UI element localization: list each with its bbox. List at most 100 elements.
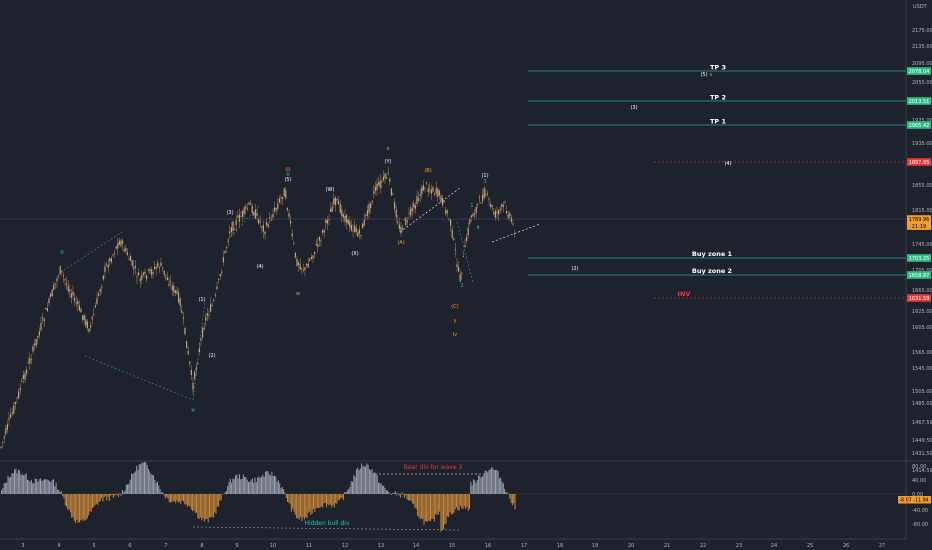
candle-body: [355, 227, 357, 233]
price-tick-label: 1935.00: [912, 141, 932, 147]
candle-body: [248, 202, 250, 205]
date-tick-label: 6: [128, 543, 131, 549]
osc-bar: [62, 494, 64, 496]
osc-bar: [98, 494, 100, 503]
osc-bar: [14, 469, 15, 494]
osc-bar: [407, 494, 409, 501]
candle-body: [491, 205, 493, 207]
candle-body: [136, 276, 138, 278]
candle-body: [205, 316, 207, 321]
osc-bar: [316, 494, 318, 508]
osc-bar: [85, 494, 87, 520]
candle-body: [126, 252, 128, 256]
date-tick-label: 18: [557, 543, 563, 549]
osc-bar: [289, 494, 291, 504]
osc-bar: [8, 477, 10, 494]
osc-bar: [303, 494, 305, 520]
osc-bar: [305, 494, 307, 518]
candle-body: [18, 391, 20, 399]
osc-bar: [510, 494, 512, 503]
candle-body: [272, 214, 274, 218]
candle-body: [200, 339, 202, 341]
osc-bar: [362, 466, 364, 494]
osc-bar: [49, 481, 51, 494]
candle-body: [83, 315, 85, 320]
candle-body: [198, 348, 200, 353]
osc-bar: [396, 494, 398, 496]
wave-label: (A): [397, 240, 404, 246]
candle-body: [387, 172, 389, 174]
candle-body: [494, 210, 496, 218]
candle-body: [29, 358, 31, 364]
osc-bar: [479, 475, 481, 494]
candle-body: [192, 383, 194, 390]
candle-body: [138, 272, 140, 276]
candle-body: [406, 220, 408, 222]
osc-bar: [28, 480, 30, 494]
osc-bar: [378, 482, 379, 494]
osc-bar: [125, 484, 127, 494]
osc-bar: [41, 481, 43, 494]
candle-body: [478, 197, 480, 199]
candle-body: [342, 214, 344, 218]
osc-bar: [250, 479, 252, 494]
candle-body: [293, 243, 295, 245]
osc-bar: [38, 479, 40, 494]
osc-badge-label: -8.07 -11.94: [899, 498, 928, 504]
price-badge: [907, 97, 931, 105]
osc-bar: [326, 494, 327, 508]
osc-bar: [210, 494, 212, 518]
candle-body: [435, 188, 437, 194]
price-tick-label: 2135.00: [912, 44, 932, 50]
candle-body: [224, 250, 226, 254]
osc-bar: [238, 473, 240, 494]
hidden-bull-div-annotation: Hidden bull div: [304, 520, 350, 527]
osc-bar: [475, 482, 477, 494]
osc-bar: [181, 494, 183, 501]
osc-bar: [480, 477, 482, 494]
candle-body: [322, 230, 324, 233]
osc-bar: [493, 469, 495, 494]
osc-bar: [121, 490, 123, 494]
candle-body: [67, 285, 69, 292]
date-axis[interactable]: 3 4 5 6 7 8 9 10 11 12 13 14 15 16 17 18 19 20 21 22 23 24 25 2…: [21, 543, 885, 549]
price-axis[interactable]: 2175.002135.002095.002055.002015.001975.…: [907, 28, 932, 528]
candle-body: [334, 197, 336, 206]
price-tick-label: 1485.00: [912, 401, 932, 407]
osc-bar: [180, 494, 182, 505]
target-levels: [0, 70, 906, 299]
osc-bar: [132, 473, 134, 494]
wave-label: 2: [460, 283, 463, 289]
candle-body: [42, 317, 44, 319]
trend-line: [84, 355, 194, 401]
osc-bar: [166, 494, 168, 497]
osc-bar: [10, 477, 12, 494]
osc-bar: [37, 481, 39, 494]
wave-labels: ③ ④ (1) (2) (3) (4) (5) (i)⑤ w (W) (X) (Y) x (A) (B) (C…: [60, 72, 732, 414]
osc-bar: [380, 483, 382, 494]
candle-body: [298, 262, 300, 266]
candle-body: [19, 388, 21, 391]
price-tick-label: 1625.00: [912, 309, 932, 315]
osc-bar: [433, 494, 435, 522]
candle-body: [283, 188, 285, 197]
candle-body: [467, 227, 469, 236]
osc-bar: [63, 494, 65, 499]
candle-body: [210, 304, 212, 312]
osc-bar: [131, 473, 132, 494]
osc-bar: [319, 494, 321, 508]
bear-div-annotation: Bear div for wave 3: [404, 464, 463, 471]
osc-bar: [175, 494, 177, 504]
osc-bar: [463, 494, 465, 507]
candle-body: [421, 187, 423, 195]
osc-bar: [79, 494, 80, 523]
osc-bar: [437, 494, 439, 515]
candle-body: [2, 441, 4, 443]
osc-bar: [196, 494, 197, 513]
osc-bar: [331, 494, 333, 508]
price-tick-label: 2095.00: [912, 61, 932, 67]
candle-body: [405, 217, 407, 226]
osc-bar: [77, 494, 79, 523]
date-tick-label: 10: [270, 543, 276, 549]
